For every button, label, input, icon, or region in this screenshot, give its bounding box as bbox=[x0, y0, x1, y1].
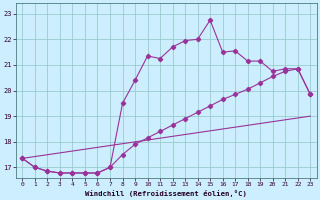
X-axis label: Windchill (Refroidissement éolien,°C): Windchill (Refroidissement éolien,°C) bbox=[85, 190, 247, 197]
